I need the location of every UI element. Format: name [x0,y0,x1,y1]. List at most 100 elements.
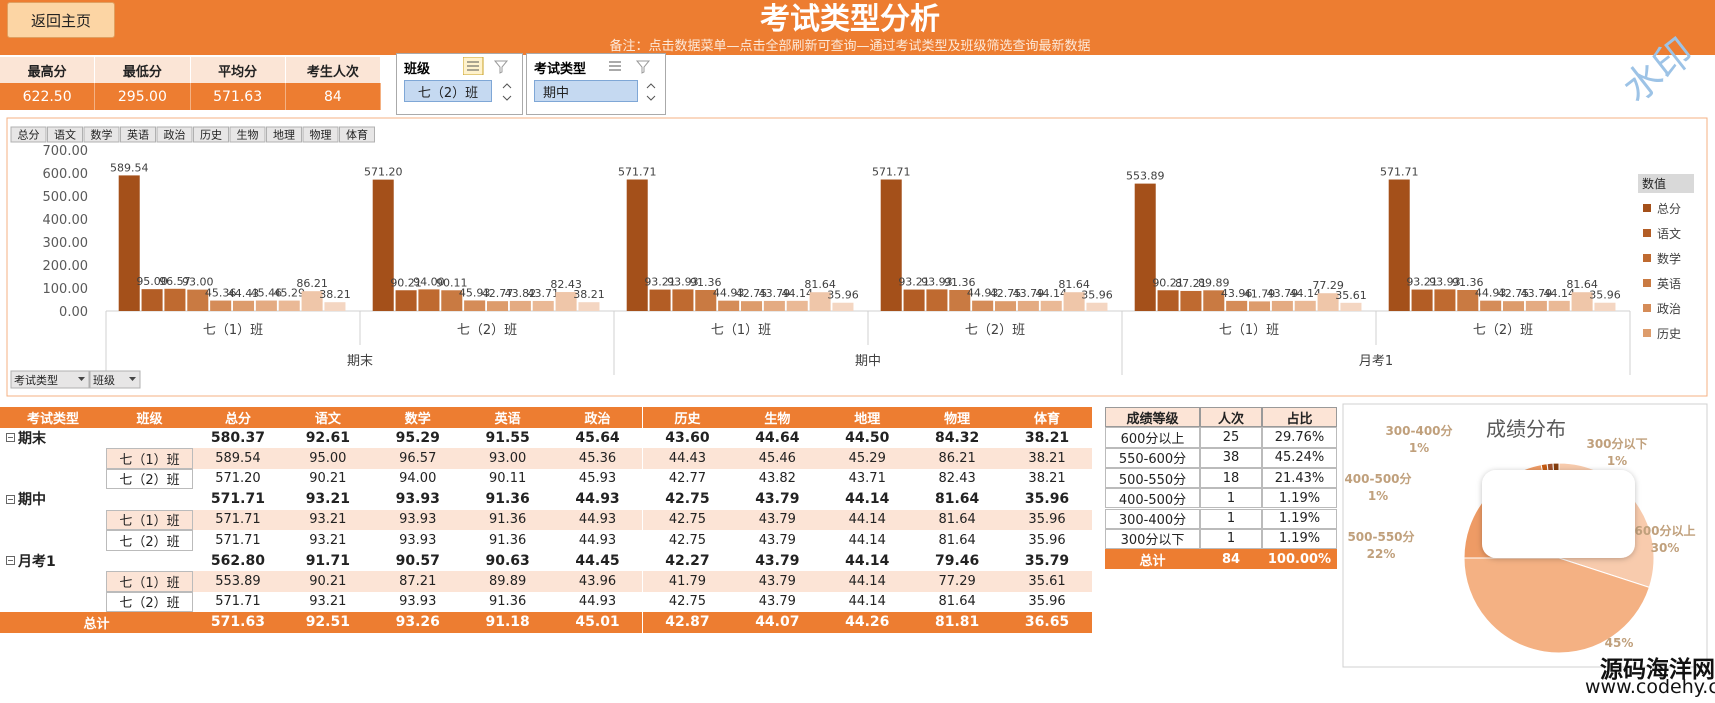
series-button[interactable] [229,126,266,143]
data-label: 43.96 [1221,287,1253,300]
pie-label-value: 45% [1605,636,1634,650]
exam-cell: 期中 [0,489,106,510]
collapse-icon[interactable] [6,494,15,504]
series-button[interactable] [10,126,47,143]
class-cell: 七（2）班 [106,468,193,489]
slicer-icons[interactable] [605,57,657,75]
table-header: 历史 [642,407,733,428]
bar [441,290,463,311]
slicer-scroll[interactable] [644,80,658,104]
bar [1480,300,1502,311]
series-button[interactable] [83,126,120,143]
home-button[interactable]: 返回主页 [7,2,115,38]
bar [995,301,1017,311]
y-tick-label: 200.00 [43,259,89,274]
data-label: 81.64 [1058,278,1090,291]
table-value: 43.82 [732,468,823,489]
slicer[interactable]: 考试类型 期中 [526,53,666,115]
data-label: 44.14 [1289,287,1321,300]
collapse-icon[interactable] [6,556,15,566]
table-value: 93.21 [282,489,373,510]
series-button[interactable] [156,126,193,143]
table-header: 总分 [193,407,283,428]
table-value: 580.37 [193,427,283,448]
table-value: 589.54 [193,448,283,469]
total-value: 44.26 [822,612,913,633]
series-button-label: 地理 [273,129,295,142]
table-value: 571.71 [193,509,283,530]
pie-slice [1463,557,1650,654]
data-label: 45.29 [273,287,305,300]
y-tick-label: 500.00 [43,190,89,205]
class-cell: 七（2）班 [106,530,193,551]
class-cell: 七（1）班 [106,448,193,469]
table-value: 43.79 [732,591,823,612]
collapse-icon[interactable] [6,433,15,443]
table-header: 地理 [822,407,913,428]
table-value: 42.77 [642,468,733,489]
table-value: 84.32 [912,427,1003,448]
data-label: 96.57 [159,275,191,288]
table-value: 38.21 [1002,468,1092,489]
series-button[interactable] [266,126,302,143]
series-button-label: 生物 [237,128,259,142]
bar [324,302,346,311]
data-label: 42.75 [736,287,768,300]
bar [1457,289,1479,311]
table-value: 95.29 [372,427,463,448]
grade-cell: 1 [1200,508,1262,529]
table-value: 43.79 [732,509,823,530]
series-button[interactable] [302,126,339,143]
bar [649,289,671,311]
series-button[interactable] [120,126,156,143]
bar [1317,293,1339,311]
total-value: 36.65 [1002,612,1092,633]
bar [880,179,902,311]
grade-header: 人次 [1200,407,1262,428]
table-value: 44.93 [552,509,643,530]
pie-label-name: 300分以下 [1586,436,1647,451]
table-value: 90.11 [462,468,553,489]
slicer-item[interactable]: 期中 [534,80,638,102]
field-button[interactable] [10,370,90,389]
table-header: 数学 [372,407,463,428]
table-value: 86.21 [912,448,1003,469]
table-value: 90.21 [282,571,373,592]
data-label: 44.14 [1035,287,1067,300]
table-value: 571.71 [193,489,283,510]
legend-label: 数学 [1657,251,1681,266]
stat-value: 622.50 [0,83,96,110]
slicer-item[interactable]: 七（2）班 [404,80,492,102]
bar [164,288,186,311]
bar [672,289,694,311]
slicer[interactable]: 班级 七（2）班 [396,53,523,115]
field-button-arrow [129,377,136,381]
data-label: 91.36 [1452,276,1484,289]
table-value: 90.57 [372,550,463,571]
data-label: 94.00 [413,275,445,288]
grade-cell: 21.43% [1262,467,1337,489]
series-button[interactable] [47,126,83,143]
table-header: 生物 [732,407,823,428]
data-label: 35.61 [1335,289,1367,302]
table-value: 42.75 [642,509,733,530]
data-label: 90.11 [436,276,468,289]
data-label: 93.93 [667,275,699,288]
table-header: 体育 [1002,407,1092,428]
slicer-scroll[interactable] [500,80,514,104]
field-button[interactable] [89,370,141,389]
data-label: 93.93 [1429,275,1461,288]
series-button[interactable] [339,126,375,143]
series-button[interactable] [193,126,229,143]
bar [1388,179,1410,311]
slicer-title: 班级 [404,62,431,77]
slicer-icons[interactable] [463,57,515,75]
field-button-label: 考试类型 [14,373,58,387]
table-value: 44.14 [822,591,913,612]
y-tick-label: 700.00 [43,144,89,159]
data-label: 82.43 [550,278,582,291]
table-value: 42.75 [642,530,733,551]
data-label: 45.46 [251,287,283,300]
table-value: 44.14 [822,550,913,571]
table-value: 38.21 [1002,427,1092,448]
